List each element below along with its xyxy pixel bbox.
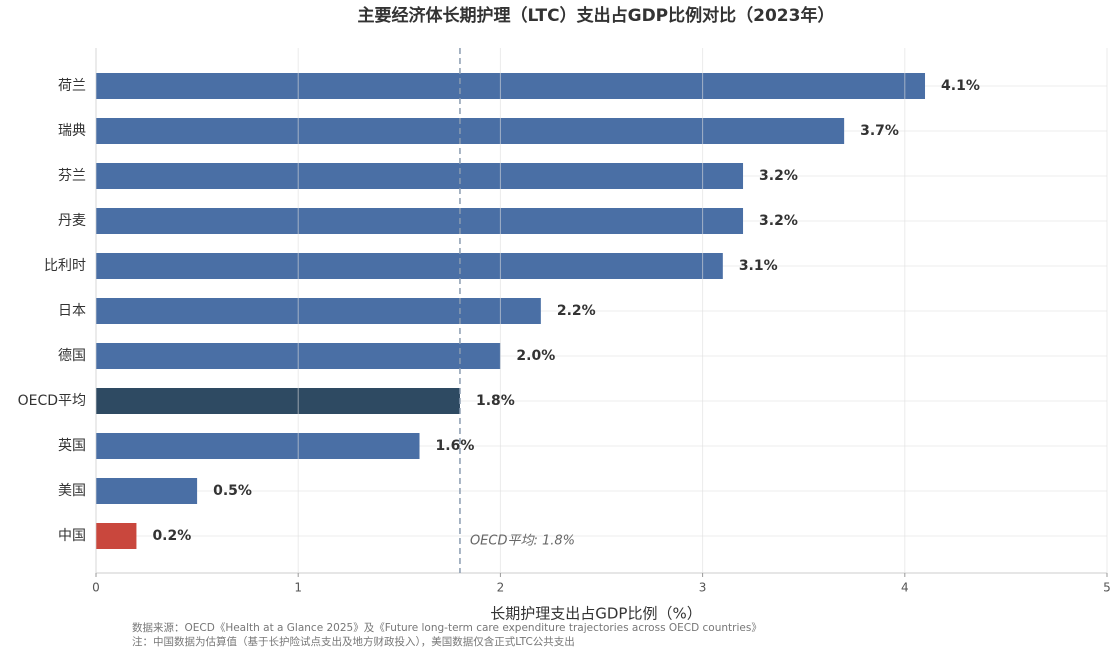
y-tick-label: 中国 <box>58 528 86 544</box>
value-label: 3.1% <box>739 258 778 274</box>
bar <box>96 298 541 324</box>
y-tick-label: 英国 <box>58 437 86 454</box>
x-tick-label: 0 <box>92 581 100 595</box>
bar <box>96 433 420 459</box>
y-tick-label: 德国 <box>58 348 86 364</box>
y-tick-label: 丹麦 <box>58 213 86 229</box>
x-tick-label: 4 <box>901 581 909 595</box>
bar <box>96 73 926 99</box>
bar <box>96 253 723 279</box>
y-tick-label: 瑞典 <box>58 123 86 139</box>
x-tick-label: 2 <box>497 581 505 595</box>
bar <box>96 478 198 504</box>
value-label: 4.1% <box>941 78 980 94</box>
x-tick-label: 1 <box>294 581 302 595</box>
value-label: 0.2% <box>152 528 191 544</box>
x-axis-label: 长期护理支出占GDP比例（%） <box>490 605 701 623</box>
bar <box>96 523 137 549</box>
x-tick-label: 3 <box>699 581 707 595</box>
y-tick-label: 比利时 <box>44 258 86 274</box>
bar <box>96 163 744 189</box>
value-label: 3.7% <box>860 123 899 139</box>
bar <box>96 388 460 414</box>
value-label: 0.5% <box>213 483 252 499</box>
value-label: 2.0% <box>516 348 555 364</box>
note: 数据来源：OECD《Health at a Glance 2025》及《Futu… <box>132 621 762 634</box>
reference-label: OECD平均: 1.8% <box>470 534 575 549</box>
note: 注：中国数据为估算值（基于长护险试点支出及地方财政投入），美国数据仅含正式LTC… <box>132 635 575 648</box>
y-tick-label: 日本 <box>58 303 86 319</box>
value-label: 3.2% <box>759 213 798 229</box>
y-tick-label: 荷兰 <box>58 78 86 94</box>
y-tick-label: 美国 <box>58 483 86 499</box>
y-tick-label: OECD平均 <box>18 393 86 409</box>
value-label: 3.2% <box>759 168 798 184</box>
value-label: 1.6% <box>436 438 475 454</box>
x-tick-label: 5 <box>1103 581 1111 595</box>
chart-title: 主要经济体长期护理（LTC）支出占GDP比例对比（2023年） <box>358 5 835 26</box>
bar <box>96 208 744 234</box>
y-tick-label: 芬兰 <box>58 168 86 184</box>
value-label: 2.2% <box>557 303 596 319</box>
value-label: 1.8% <box>476 393 515 409</box>
bar <box>96 118 845 144</box>
